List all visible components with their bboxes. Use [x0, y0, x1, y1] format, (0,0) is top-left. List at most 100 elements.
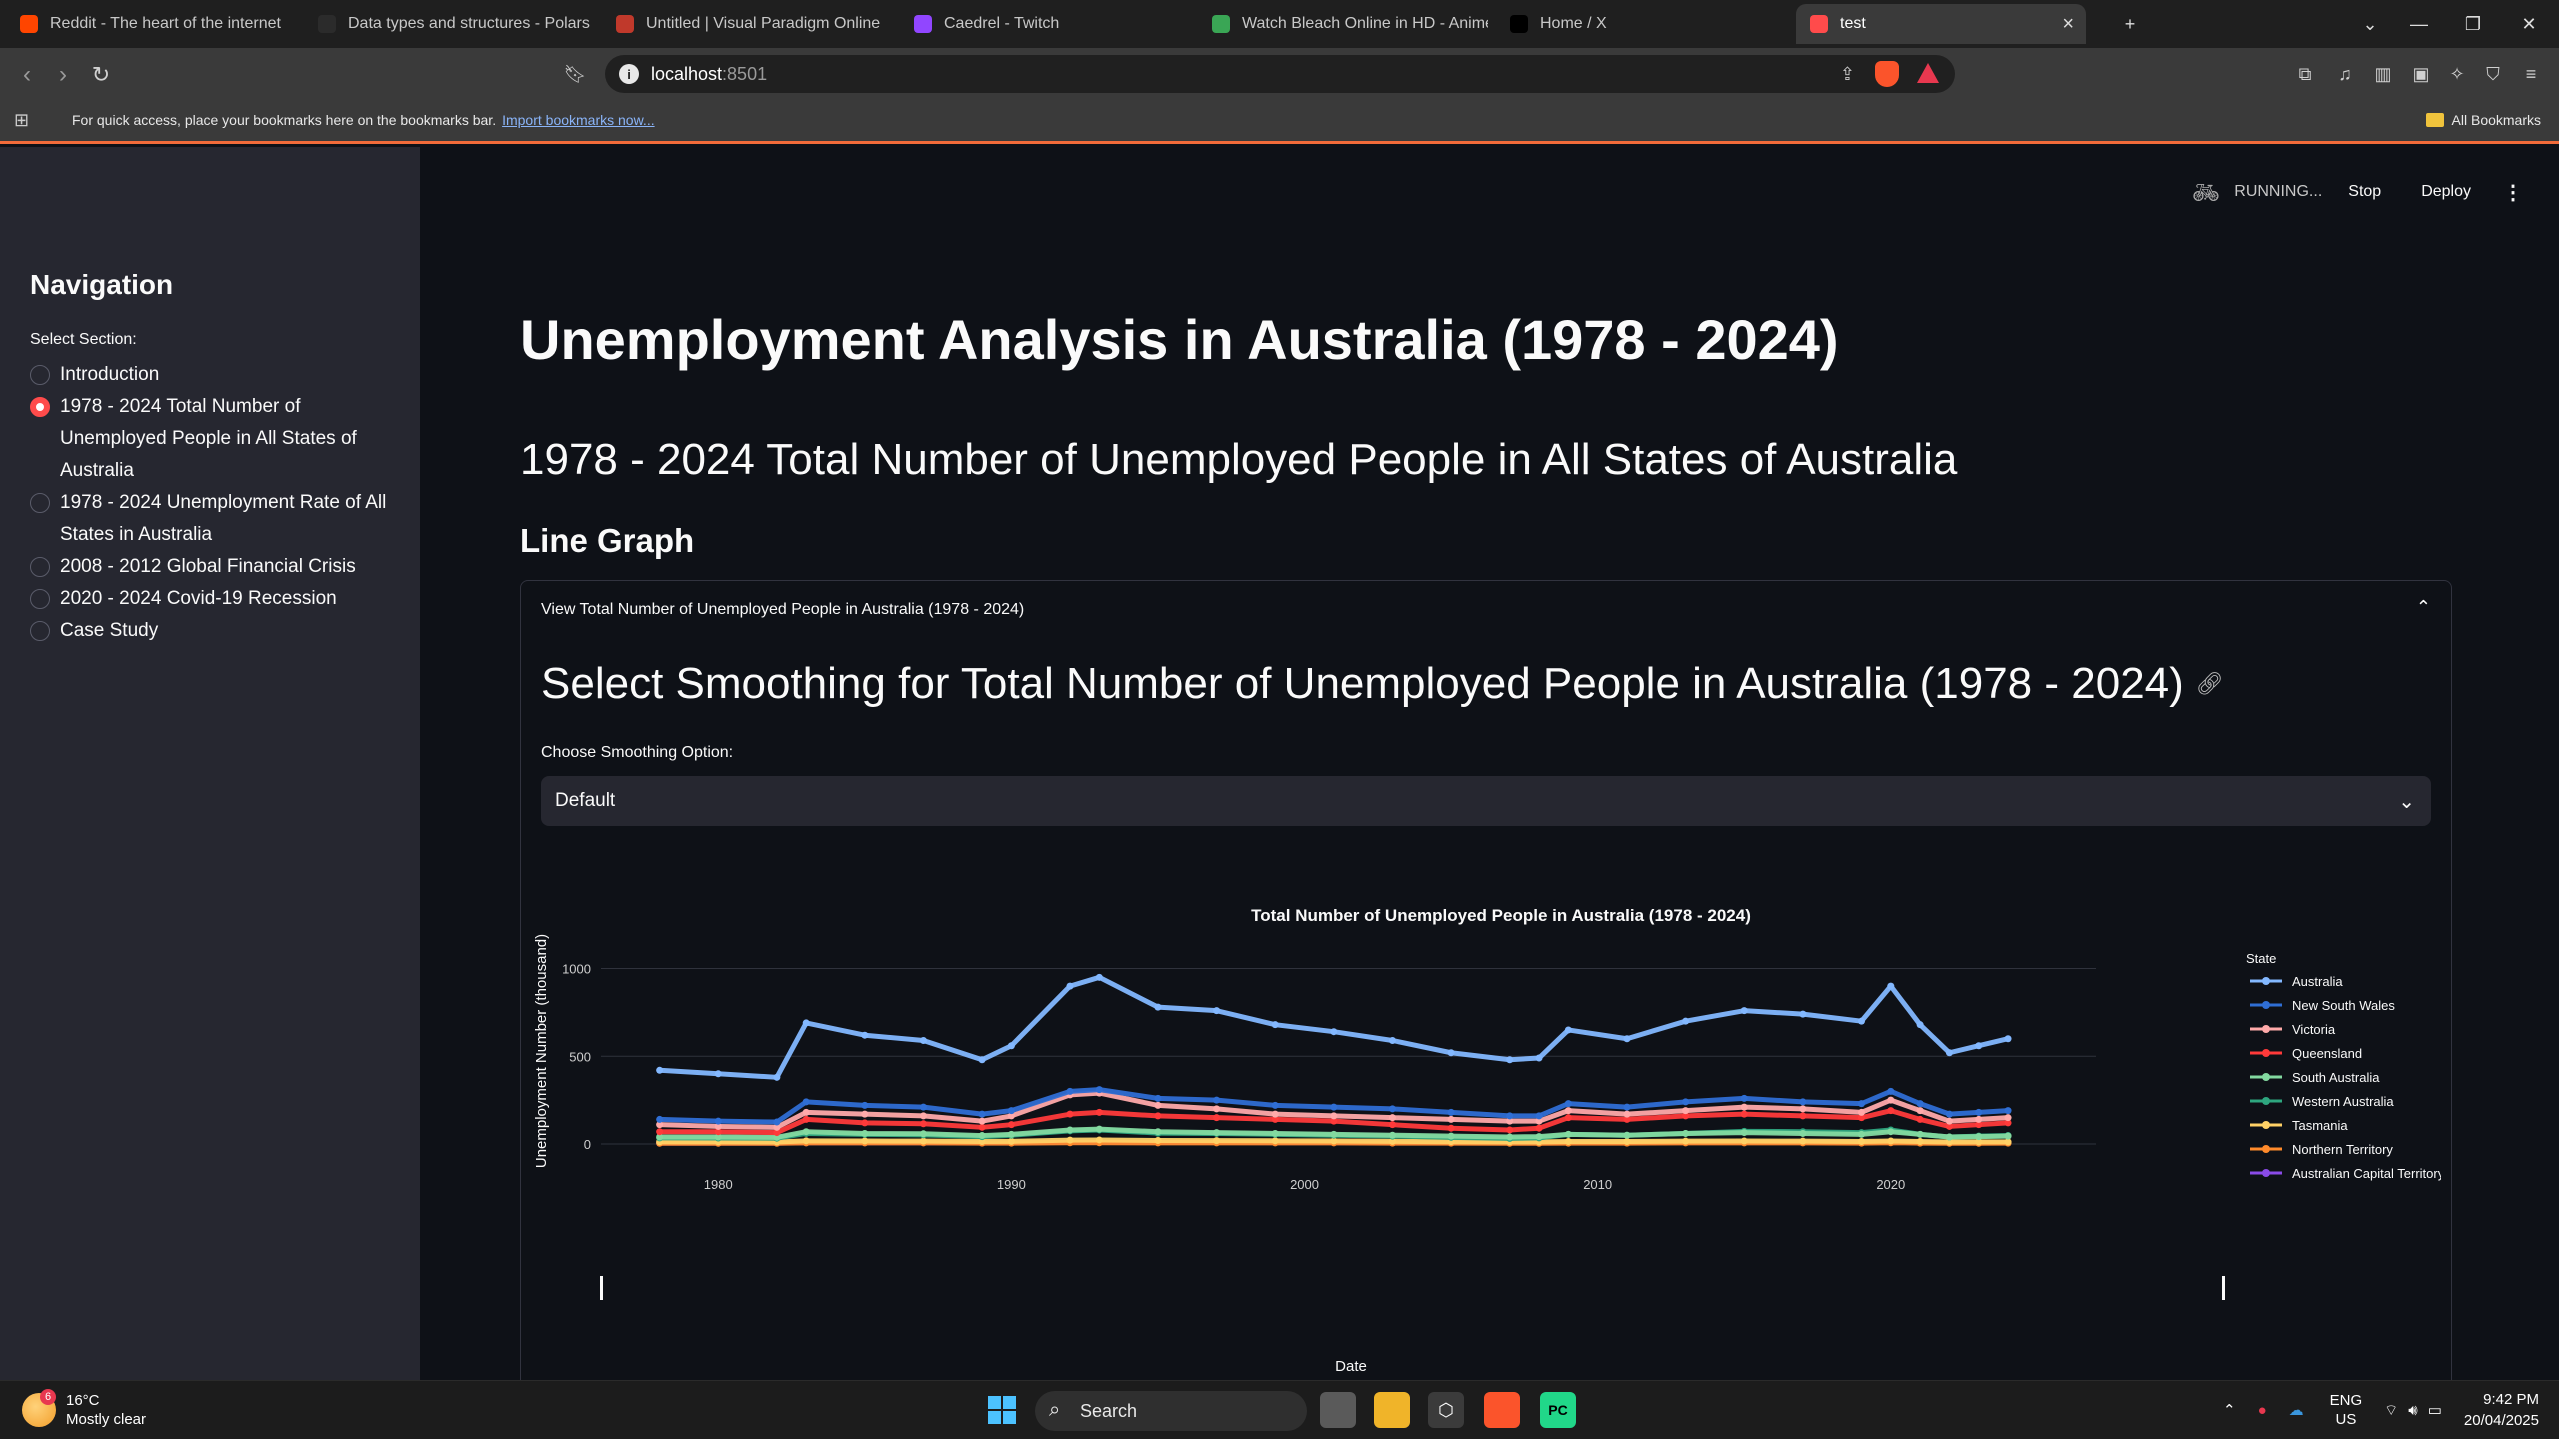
- browser-tab[interactable]: Home / X: [1496, 4, 1786, 44]
- media-icon[interactable]: ♫: [2338, 63, 2352, 84]
- menu-icon[interactable]: ≡: [2525, 63, 2537, 84]
- browser-tab[interactable]: Watch Bleach Online in HD - Anime: [1198, 4, 1488, 44]
- close-tab-icon[interactable]: ×: [2062, 12, 2074, 35]
- series-point: [1388, 1131, 1396, 1139]
- deploy-button[interactable]: Deploy: [2421, 183, 2471, 200]
- browser-tab[interactable]: Reddit - The heart of the internet: [6, 4, 296, 44]
- radio-option[interactable]: 2008 - 2012 Global Financial Crisis: [30, 551, 390, 583]
- section-heading: 1978 - 2024 Total Number of Unemployed P…: [520, 435, 1958, 484]
- series-point: [1271, 1115, 1279, 1123]
- radio-option[interactable]: Case Study: [30, 615, 390, 647]
- series-point: [1330, 1117, 1338, 1125]
- x-tick-label: 1990: [997, 1177, 1026, 1192]
- brave-rewards-icon[interactable]: [1917, 63, 1939, 83]
- browser-tab[interactable]: Caedrel - Twitch: [900, 4, 1190, 44]
- series-point: [1975, 1108, 1983, 1116]
- address-bar[interactable]: i localhost:8501 ⇪: [605, 55, 1955, 93]
- main-menu-icon[interactable]: ⋮: [2503, 181, 2523, 204]
- series-point: [1682, 1137, 1690, 1145]
- apps-grid-icon[interactable]: ⊞: [14, 110, 30, 130]
- series-point: [978, 1110, 986, 1118]
- weather-widget[interactable]: 6 16°C Mostly clear: [22, 1389, 146, 1429]
- series-point: [1271, 1101, 1279, 1109]
- anchor-link-icon[interactable]: 🔗︎: [2195, 671, 2224, 696]
- minimize-icon[interactable]: —: [2410, 13, 2428, 34]
- radio-option[interactable]: 2020 - 2024 Covid-19 Recession: [30, 583, 390, 615]
- brave-shields-icon[interactable]: [1875, 61, 1899, 87]
- import-bookmarks-link[interactable]: Import bookmarks now...: [502, 112, 655, 128]
- expander-header[interactable]: View Total Number of Unemployed People i…: [541, 601, 1025, 618]
- task-view-icon[interactable]: [1320, 1392, 1356, 1428]
- browser-tab[interactable]: Data types and structures - Polars u: [304, 4, 594, 44]
- sidebar-icon[interactable]: ▥: [2374, 63, 2392, 84]
- bookmark-icon[interactable]: 🔖︎: [563, 63, 587, 84]
- radio-unchecked-icon[interactable]: [30, 589, 50, 609]
- series-point: [1271, 1021, 1279, 1029]
- brave-browser-icon[interactable]: [1484, 1392, 1520, 1428]
- legend-entry: Australia: [2292, 974, 2343, 989]
- legend-marker: [2262, 1049, 2270, 1057]
- radio-option[interactable]: Introduction: [30, 359, 390, 391]
- bookmarks-bar: ⊞ For quick access, place your bookmarks…: [0, 100, 2559, 144]
- series-point: [1154, 1101, 1162, 1109]
- unity-hub-icon[interactable]: ⬡: [1428, 1392, 1464, 1428]
- restore-icon[interactable]: ❐: [2464, 13, 2482, 34]
- chevron-up-icon[interactable]: ⌃: [2415, 597, 2431, 617]
- clock[interactable]: 9:42 PM 20/04/2025: [2464, 1389, 2539, 1431]
- radio-unchecked-icon[interactable]: [30, 493, 50, 513]
- stop-button[interactable]: Stop: [2348, 183, 2382, 200]
- reload-icon[interactable]: ↻: [91, 62, 111, 87]
- radio-unchecked-icon[interactable]: [30, 365, 50, 385]
- pycharm-icon[interactable]: PC: [1540, 1392, 1576, 1428]
- series-point: [1007, 1112, 1015, 1120]
- series-point: [1887, 1137, 1895, 1145]
- series-point: [714, 1117, 722, 1125]
- series-point: [1916, 1021, 1924, 1029]
- start-button[interactable]: [984, 1392, 1020, 1428]
- extensions-icon[interactable]: ⧉: [2298, 63, 2312, 84]
- battery-icon[interactable]: ▭: [2427, 1402, 2442, 1419]
- series-point: [1388, 1137, 1396, 1145]
- vpn-icon[interactable]: ⛉: [2486, 63, 2500, 84]
- leo-ai-icon[interactable]: ✧: [2449, 63, 2465, 84]
- series-point: [1740, 1110, 1748, 1118]
- forward-icon[interactable]: ›: [59, 61, 67, 88]
- radio-checked-icon[interactable]: [30, 397, 50, 417]
- volume-icon[interactable]: 🔊︎: [2408, 1401, 2418, 1419]
- search-icon: ⌕: [1049, 1399, 1061, 1421]
- series-point: [802, 1115, 810, 1123]
- radio-unchecked-icon[interactable]: [30, 557, 50, 577]
- series-point: [1887, 1107, 1895, 1115]
- series-point: [714, 1122, 722, 1130]
- radio-unchecked-icon[interactable]: [30, 621, 50, 641]
- series-point: [773, 1118, 781, 1126]
- tab-search-icon[interactable]: ⌄: [2362, 13, 2378, 34]
- radio-option[interactable]: 1978 - 2024 Unemployment Rate of All Sta…: [30, 487, 390, 551]
- file-explorer-icon[interactable]: [1374, 1392, 1410, 1428]
- close-window-icon[interactable]: ✕: [2521, 13, 2537, 34]
- wifi-icon[interactable]: ⌔: [2384, 1401, 2399, 1419]
- taskbar-search[interactable]: ⌕ Search: [1035, 1391, 1307, 1431]
- share-icon[interactable]: ⇪: [1839, 64, 1855, 84]
- language-indicator[interactable]: ENG US: [2330, 1391, 2363, 1429]
- series-point: [1945, 1117, 1953, 1125]
- url-port: :8501: [722, 63, 768, 84]
- radio-option[interactable]: 1978 - 2024 Total Number of Unemployed P…: [30, 391, 390, 487]
- legend-marker: [2262, 1001, 2270, 1009]
- series-point: [773, 1123, 781, 1131]
- wallet-icon[interactable]: ▣: [2412, 63, 2430, 84]
- series-point: [1388, 1114, 1396, 1122]
- smoothing-select[interactable]: Default ⌄: [541, 776, 2431, 826]
- tray-chevron-up-icon[interactable]: ⌃: [2223, 1402, 2236, 1419]
- tray-app-icon[interactable]: ●: [2257, 1401, 2267, 1419]
- back-icon[interactable]: ‹: [23, 61, 31, 88]
- new-tab-icon[interactable]: +: [2124, 13, 2136, 34]
- browser-tab[interactable]: Untitled | Visual Paradigm Online: [602, 4, 892, 44]
- series-point: [1095, 1136, 1103, 1144]
- onedrive-icon[interactable]: ☁: [2288, 1402, 2304, 1419]
- all-bookmarks-button[interactable]: All Bookmarks: [2425, 112, 2541, 128]
- series-point: [1388, 1121, 1396, 1129]
- browser-tab[interactable]: test ×: [1796, 4, 2086, 44]
- series-point: [1213, 1114, 1221, 1122]
- site-info-icon[interactable]: i: [619, 64, 639, 84]
